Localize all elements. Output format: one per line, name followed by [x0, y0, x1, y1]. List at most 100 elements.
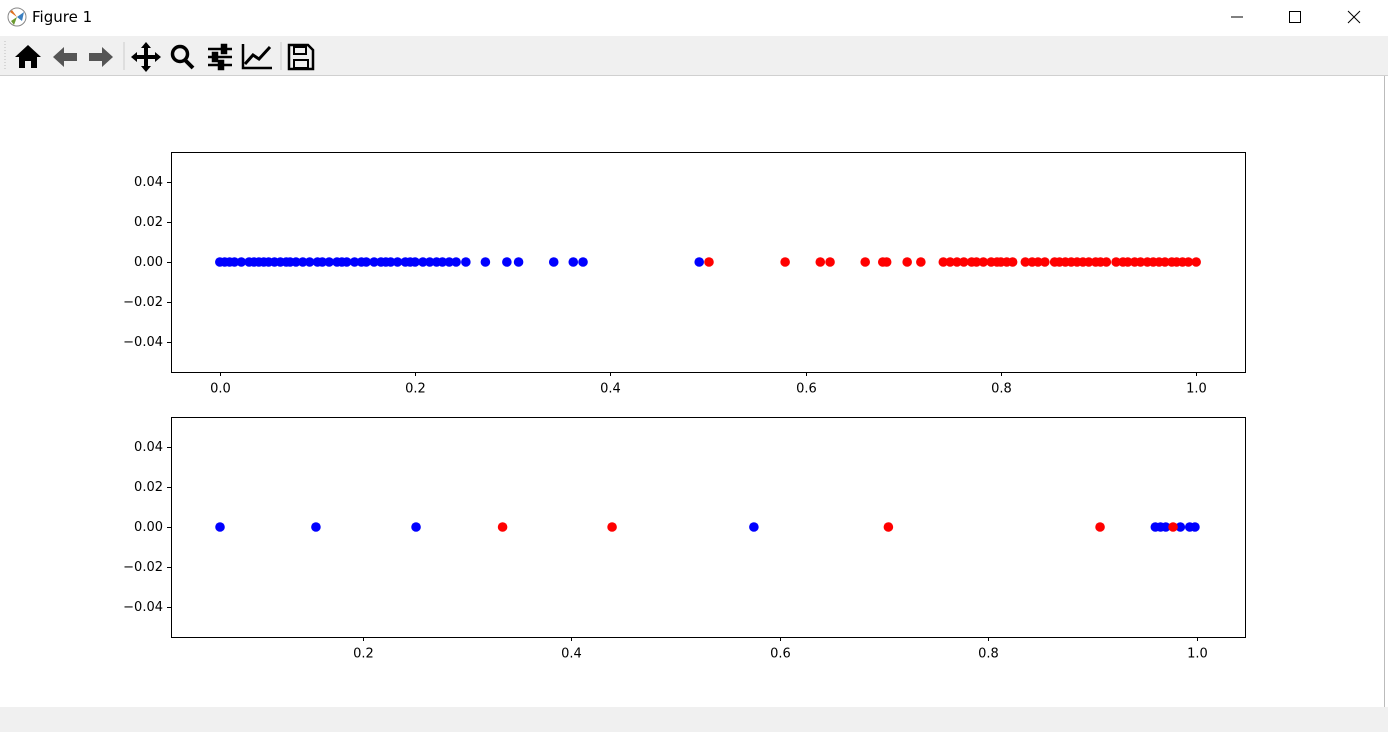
app-icon — [7, 7, 27, 27]
scatter-point — [410, 257, 420, 267]
scatter-point — [263, 257, 274, 267]
scatter-point — [244, 257, 254, 267]
scatter-point — [1078, 257, 1088, 267]
x-tick-label: 0.2 — [353, 647, 374, 662]
scatter-point — [945, 257, 955, 267]
window-title: Figure 1 — [32, 8, 93, 26]
scatter-point — [224, 257, 235, 267]
x-tick-label: 0.4 — [600, 382, 621, 397]
scatter-point — [1033, 257, 1043, 267]
scatter-point — [938, 257, 949, 267]
scatter-point — [424, 257, 435, 267]
scatter-point — [480, 257, 491, 267]
scatter-point — [1054, 257, 1065, 267]
toolbar-icons — [4, 41, 315, 72]
scatter-point — [1060, 257, 1071, 267]
scatter-point — [780, 257, 790, 267]
toolbar — [0, 36, 1388, 76]
scatter-point — [1166, 257, 1177, 267]
scatter-point — [385, 257, 396, 267]
scatter-point — [1049, 257, 1060, 267]
scatter-point — [392, 257, 403, 267]
scatter-point — [971, 257, 982, 267]
y-tick-label: 0.04 — [134, 175, 163, 190]
scatter-point — [986, 257, 996, 267]
axes-frame — [171, 152, 1246, 373]
scatter-point — [959, 257, 969, 267]
scatter-point — [291, 257, 301, 267]
scatter-point — [1007, 257, 1018, 267]
scatter-point — [1160, 257, 1170, 267]
pan-button[interactable] — [131, 42, 161, 72]
forward-button[interactable] — [89, 47, 113, 67]
x-tick-label: 1.0 — [1187, 647, 1208, 662]
scatter-point — [281, 257, 292, 267]
home-button[interactable] — [15, 45, 41, 68]
scatter-point — [607, 522, 617, 532]
save-button[interactable] — [287, 43, 315, 71]
scatter-point — [461, 257, 471, 267]
scatter-point — [1027, 257, 1037, 267]
y-tick-label: 0.02 — [134, 215, 163, 230]
close-button[interactable] — [1347, 10, 1361, 24]
scatter-point — [877, 257, 888, 267]
scatter-point — [444, 257, 455, 267]
scatter-point — [369, 257, 379, 267]
scatter-point — [1090, 257, 1101, 267]
scatter-point — [1101, 257, 1112, 267]
scatter-point — [1150, 522, 1161, 532]
back-button[interactable] — [53, 47, 77, 67]
scatter-point — [229, 257, 240, 267]
scatter-point — [381, 257, 391, 267]
scatter-point — [568, 257, 579, 267]
scatter-point — [1135, 257, 1146, 267]
maximize-button[interactable] — [1289, 11, 1301, 23]
scatter-point — [1083, 257, 1094, 267]
scatter-point — [881, 257, 892, 267]
scatter-point — [361, 257, 372, 267]
scatter-point — [418, 257, 428, 267]
y-tick-label: −0.02 — [123, 560, 163, 575]
title-bar: Figure 1 — [0, 0, 1388, 36]
axes-frame — [171, 417, 1246, 638]
scatter-point — [1155, 522, 1166, 532]
scatter-point — [269, 257, 280, 267]
scatter-point — [883, 522, 894, 532]
scatter-point — [1154, 257, 1164, 267]
y-tick-label: 0.02 — [134, 480, 163, 495]
scatter-point — [219, 257, 230, 267]
zoom-button[interactable] — [170, 44, 195, 70]
y-tick-label: −0.04 — [123, 600, 163, 615]
scatter-point — [578, 257, 588, 267]
y-tick-label: 0.04 — [134, 440, 163, 455]
scatter-point — [1184, 522, 1195, 532]
scatter-point — [1001, 257, 1012, 267]
scatter-point — [285, 257, 295, 267]
scatter-point — [376, 257, 386, 267]
scatter-point — [749, 522, 759, 532]
scatter-point — [356, 257, 367, 267]
scatter-point — [249, 257, 259, 267]
subplots-button[interactable] — [208, 43, 232, 71]
scatter-point — [1183, 257, 1194, 267]
x-tick-label: 0.6 — [770, 647, 791, 662]
scatter-point — [1129, 257, 1140, 267]
x-tick-label: 1.0 — [1186, 382, 1207, 397]
scatter-point — [337, 257, 347, 267]
scatter-point — [1171, 257, 1182, 267]
scatter-point — [1177, 257, 1188, 267]
scatter-point — [978, 257, 989, 267]
scatter-point — [694, 257, 705, 267]
x-tick-label: 0.0 — [210, 382, 231, 397]
scatter-point — [996, 257, 1006, 267]
scatter-point — [992, 257, 1002, 267]
scatter-point — [1040, 257, 1050, 267]
scatter-point — [254, 257, 264, 267]
scatter-point — [1095, 522, 1105, 532]
scatter-point — [860, 257, 870, 267]
x-tick-label: 0.8 — [978, 647, 999, 662]
edit-axis-button[interactable] — [241, 44, 272, 70]
scatter-point — [451, 257, 461, 267]
y-tick-label: 0.00 — [134, 520, 163, 535]
scatter-point — [815, 257, 826, 267]
